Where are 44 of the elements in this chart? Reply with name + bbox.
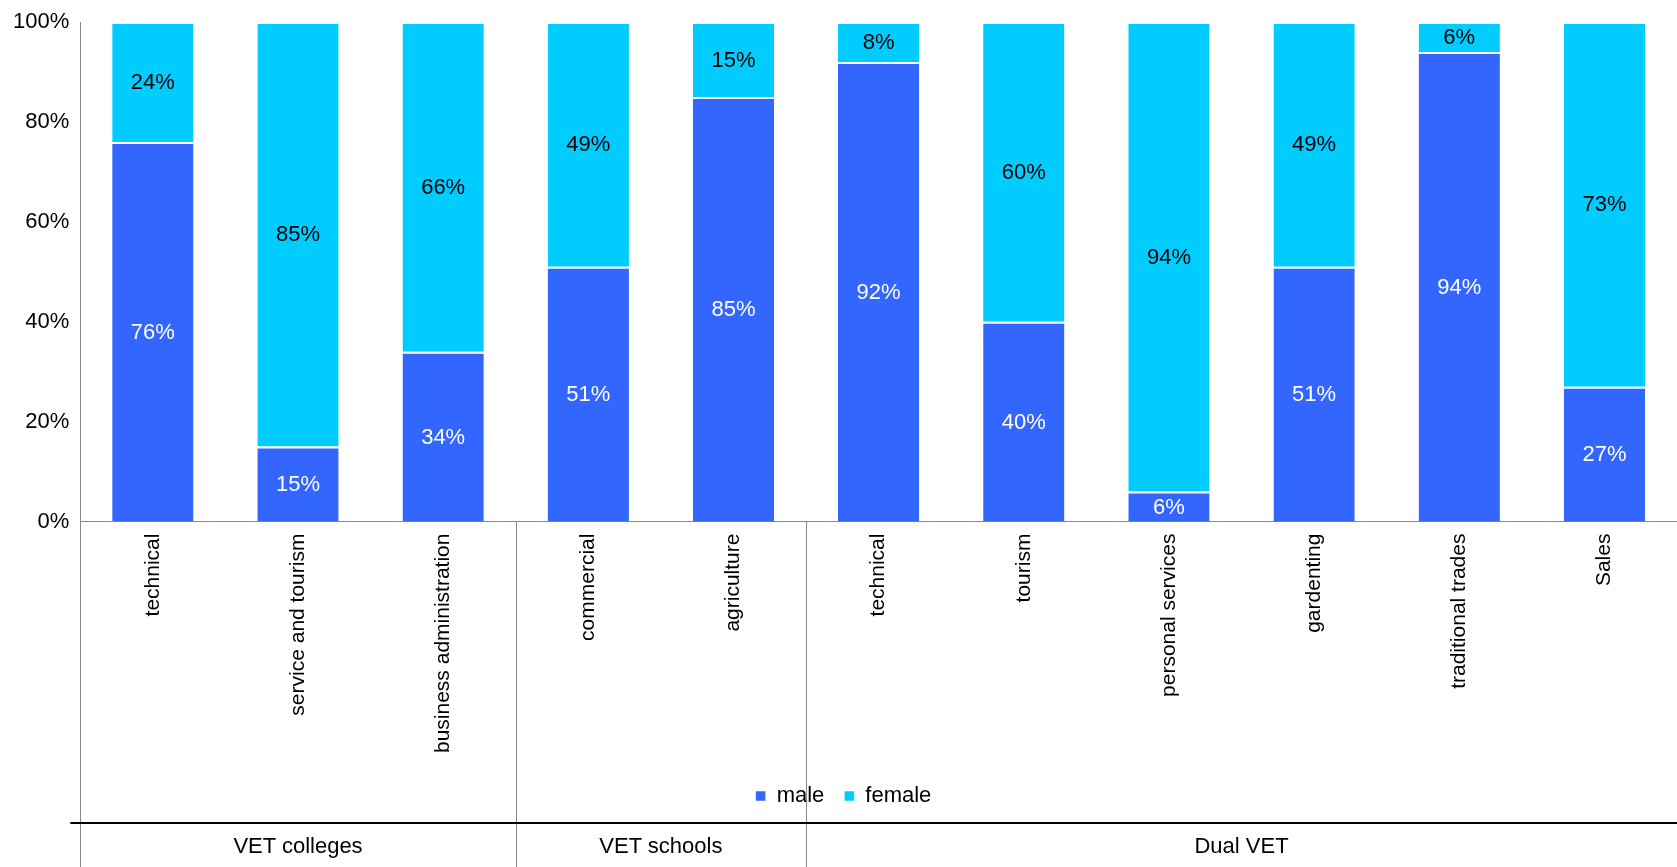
data-label: 49% xyxy=(1292,131,1337,157)
y-tick-label: 60% xyxy=(25,207,70,233)
legend-label: male xyxy=(776,782,825,808)
x-tick-label: agriculture xyxy=(720,533,744,632)
data-label: 92% xyxy=(856,278,901,304)
data-label: 6% xyxy=(1153,493,1185,519)
x-tick-label: Sales xyxy=(1591,533,1615,587)
legend-label: female xyxy=(865,782,932,808)
data-label: 60% xyxy=(1001,158,1046,184)
x-tick-label: commercial xyxy=(575,533,599,641)
data-label: 8% xyxy=(862,29,895,55)
data-label: 51% xyxy=(566,381,611,407)
data-label: 85% xyxy=(711,296,756,322)
data-label: 51% xyxy=(1292,381,1337,407)
data-label: 6% xyxy=(1443,24,1476,50)
data-label: 66% xyxy=(421,173,466,199)
y-tick-label: 0% xyxy=(37,507,70,533)
data-label: 85% xyxy=(275,221,321,247)
data-label: 15% xyxy=(275,471,321,497)
y-tick-label: 20% xyxy=(25,407,70,433)
y-tick-label: 100% xyxy=(12,8,70,34)
text: VET colleges xyxy=(233,833,363,859)
x-tick-label: tourism xyxy=(1010,533,1034,603)
data-label: 34% xyxy=(421,423,466,449)
x-tick-label: business administration xyxy=(429,533,453,754)
text: VET schools xyxy=(599,833,723,859)
y-tick-label: 40% xyxy=(25,307,70,333)
data-label: 15% xyxy=(711,46,756,72)
data-label: 27% xyxy=(1582,441,1627,467)
x-tick-label: technical xyxy=(139,533,163,617)
text: Dual VET xyxy=(1194,833,1289,859)
x-tick-label: personal services xyxy=(1155,533,1179,697)
data-label: 94% xyxy=(1437,273,1482,299)
y-tick-label: 80% xyxy=(25,107,70,133)
x-tick-label: service and tourism xyxy=(284,533,308,716)
data-label: 76% xyxy=(130,318,175,344)
data-label: 40% xyxy=(1001,408,1046,434)
data-label: 24% xyxy=(130,69,175,95)
x-tick-label: traditional trades xyxy=(1446,533,1470,689)
x-tick-label: gardenting xyxy=(1300,533,1324,633)
data-label: 49% xyxy=(566,131,611,157)
data-label: 94% xyxy=(1146,243,1191,269)
data-label: 73% xyxy=(1582,191,1627,217)
x-tick-label: technical xyxy=(865,533,889,617)
